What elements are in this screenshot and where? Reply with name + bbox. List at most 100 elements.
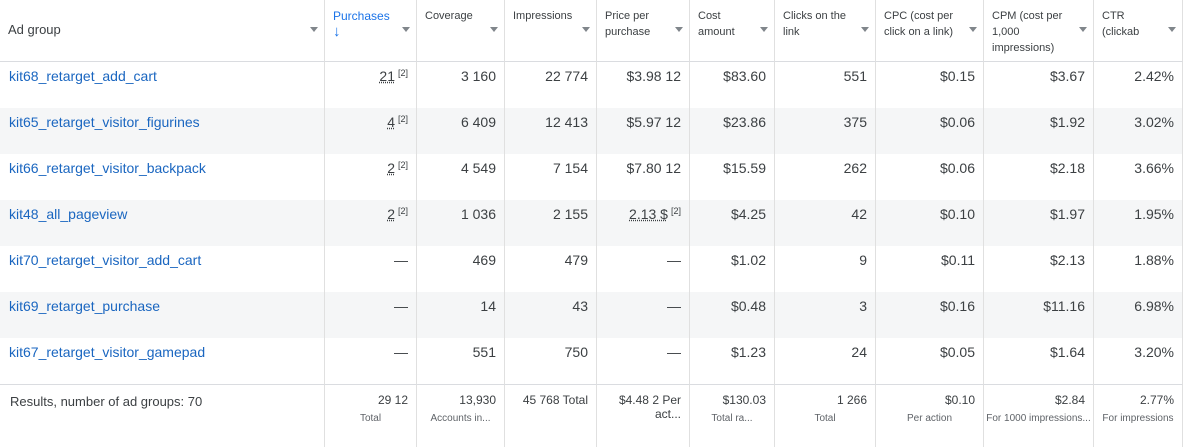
menu-icon[interactable] [402, 27, 410, 32]
metric-value: $0.11 [941, 252, 975, 268]
column-header[interactable]: Cost amount [690, 0, 775, 62]
menu-icon[interactable] [969, 27, 977, 32]
metric-cell: $1.23 [690, 338, 775, 384]
metric-value: — [394, 298, 408, 314]
metric-cell: 22 774 [505, 62, 597, 108]
ad-group-link[interactable]: kit68_retarget_add_cart [0, 62, 325, 108]
column-header[interactable]: CPM (cost per 1,000 impressions) [984, 0, 1094, 62]
footer-value: $2.84 [1054, 393, 1085, 407]
menu-icon[interactable] [310, 27, 318, 32]
footer-sub: Per action [906, 413, 953, 424]
metric-cell: — [597, 292, 690, 338]
metric-cell: 4 549 [417, 154, 505, 200]
column-header[interactable]: Clicks on the link [775, 0, 876, 62]
menu-icon[interactable] [582, 27, 590, 32]
metric-cell: — [325, 338, 417, 384]
footer-value: 13,930 [459, 393, 496, 407]
metric-value: 2 [387, 160, 395, 176]
footer-sub: For 1000 impressions... [986, 413, 1091, 424]
sort-arrow: ↓ [333, 23, 341, 40]
metric-cell: $1.97 [984, 200, 1094, 246]
column-header[interactable]: Ad group [0, 0, 325, 62]
metric-value: $1.02 [730, 252, 766, 268]
metric-value: 2 [387, 206, 395, 222]
menu-icon[interactable] [1168, 27, 1176, 32]
ad-group-link[interactable]: kit48_all_pageview [0, 200, 325, 246]
menu-icon[interactable] [1079, 27, 1087, 32]
footer-value: $4.48 2 Per act... [618, 393, 681, 421]
metric-value: 22 774 [545, 68, 588, 84]
metric-value: $0.05 [939, 344, 975, 360]
metric-cell: $1.02 [690, 246, 775, 292]
metric-cell: 2.42% [1094, 62, 1183, 108]
ad-group-link[interactable]: kit65_retarget_visitor_figurines [0, 108, 325, 154]
menu-icon[interactable] [490, 27, 498, 32]
footer-value: 45 768 Total [522, 393, 588, 407]
footer-cell: 13,930 Accounts in... [417, 384, 505, 447]
metric-note: [2] [397, 114, 408, 124]
ad-group-link[interactable]: kit67_retarget_visitor_gamepad [0, 338, 325, 384]
metric-value: $0.16 [939, 298, 975, 314]
ad-group-name: kit67_retarget_visitor_gamepad [9, 344, 206, 360]
ad-group-link[interactable]: kit66_retarget_visitor_backpack [0, 154, 325, 200]
column-header[interactable]: CTR (clickab [1094, 0, 1183, 62]
metric-value: 6.98% [1134, 298, 1174, 314]
metric-note: [2] [397, 160, 408, 170]
metric-cell: — [325, 246, 417, 292]
metric-value: 43 [572, 298, 588, 314]
metric-value: 24 [851, 344, 867, 360]
table-row: kit70_retarget_visitor_add_cart — 469 479 — $… [0, 246, 1183, 292]
table-row: kit68_retarget_add_cart 21 [2] 3 160 22 774 $… [0, 62, 1183, 108]
menu-icon[interactable] [675, 27, 683, 32]
metric-cell: 4 [2] [325, 108, 417, 154]
column-header[interactable]: Price per purchase [597, 0, 690, 62]
metric-cell: $0.10 [876, 200, 984, 246]
footer-sub: For impressions [1102, 413, 1174, 424]
metric-value: 551 [843, 68, 867, 84]
metric-cell: 3.66% [1094, 154, 1183, 200]
metric-value: 2.42% [1134, 68, 1174, 84]
ad-group-name: kit68_retarget_add_cart [9, 68, 157, 84]
footer-cell: $2.84 For 1000 impressions... [984, 384, 1094, 447]
menu-icon[interactable] [760, 27, 768, 32]
ad-group-name: kit70_retarget_visitor_add_cart [9, 252, 202, 268]
metric-value: 2.13 $ [629, 206, 668, 222]
column-header[interactable]: Purchases ↓ [325, 0, 417, 62]
metric-cell: 21 [2] [325, 62, 417, 108]
footer-value: 1 266 [836, 393, 867, 407]
ad-group-link[interactable]: kit70_retarget_visitor_add_cart [0, 246, 325, 292]
metric-value: $1.92 [1049, 114, 1085, 130]
metric-value: — [394, 252, 408, 268]
metric-value: 1.88% [1134, 252, 1174, 268]
column-header[interactable]: CPC (cost per click on a link) [876, 0, 984, 62]
metric-value: $0.06 [939, 160, 975, 176]
footer-value: $0.10 [944, 393, 975, 407]
metric-cell: $4.25 [690, 200, 775, 246]
metric-value: 9 [859, 252, 867, 268]
metric-value: — [667, 344, 681, 360]
metric-value: 3.20% [1134, 344, 1174, 360]
metric-cell: 2 [2] [325, 154, 417, 200]
metric-value: $7.80 12 [626, 160, 682, 176]
metric-value: 12 413 [545, 114, 588, 130]
metric-value: $1.23 [730, 344, 766, 360]
footer-cell: 29 12 Total [325, 384, 417, 447]
column-header[interactable]: Coverage [417, 0, 505, 62]
footer-cell: $4.48 2 Per act... [597, 384, 690, 447]
ad-group-link[interactable]: kit69_retarget_purchase [0, 292, 325, 338]
table-row: kit65_retarget_visitor_figurines 4 [2] 6 40… [0, 108, 1183, 154]
metric-cell: 9 [775, 246, 876, 292]
metric-value: 4 549 [460, 160, 496, 176]
metric-cell: $83.60 [690, 62, 775, 108]
metric-value: — [667, 298, 681, 314]
metric-value: $5.97 12 [626, 114, 682, 130]
header-label: Coverage [425, 10, 473, 22]
metric-cell: — [597, 338, 690, 384]
metric-value: $3.67 [1049, 68, 1085, 84]
metric-cell: 1.95% [1094, 200, 1183, 246]
menu-icon[interactable] [861, 27, 869, 32]
table-row: kit67_retarget_visitor_gamepad — 551 750 — $1… [0, 338, 1183, 384]
metric-value: $4.25 [730, 206, 766, 222]
column-header[interactable]: Impressions [505, 0, 597, 62]
